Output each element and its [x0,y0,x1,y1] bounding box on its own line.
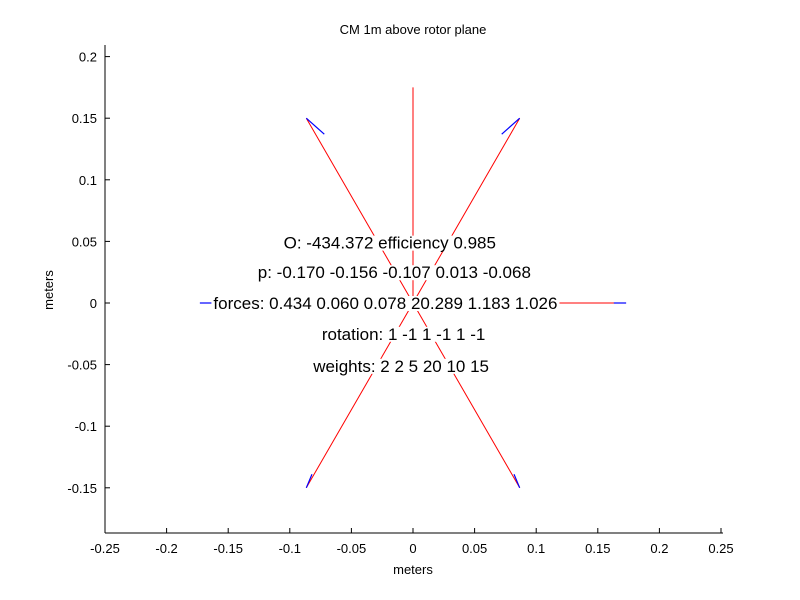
x-tick-label: -0.25 [90,541,120,556]
y-tick-label: -0.1 [75,419,97,434]
x-tick-label: 0.15 [585,541,610,556]
annotation-background [255,265,533,281]
y-tick-label: 0.05 [72,234,97,249]
annotation-text: rotation: 1 -1 1 -1 1 -1 [322,325,485,344]
x-tick-label: 0.2 [650,541,668,556]
annotation-text: O: -434.372 efficiency 0.985 [284,234,496,253]
y-tick-label: 0.1 [79,173,97,188]
plot-area: O: -434.372 efficiency 0.985 p: -0.170 -0… [199,87,627,489]
rotor-mark [513,474,521,489]
y-tick-label: 0 [90,296,97,311]
rotor-mark [305,474,313,489]
annotation-background [281,235,498,251]
axes: -0.25 -0.2 -0.15 -0.1 -0.05 0 0.05 0.1 0.15 0.2 0.… [67,45,734,556]
rotor-mark [501,117,521,135]
y-axis-title: meters [41,270,56,310]
plot-title: CM 1m above rotor plane [340,22,487,37]
annotation-text: forces: 0.434 0.060 0.078 20.289 1.183 1… [213,294,557,313]
rotor-mark [305,117,325,135]
x-tick-label: -0.1 [279,541,301,556]
x-tick-label: -0.2 [155,541,177,556]
annotation-background [211,296,560,311]
x-tick-label: -0.05 [337,541,367,556]
annotation-background [319,326,488,342]
x-tick-label: 0.05 [462,541,487,556]
annotation-text: weights: 2 2 5 20 10 15 [312,357,489,376]
x-tick-label: 0.25 [708,541,733,556]
annotation-text: p: -0.170 -0.156 -0.107 0.013 -0.068 [258,263,531,282]
y-tick-label: -0.15 [67,481,97,496]
y-tick-label: 0.15 [72,111,97,126]
y-tick-label: -0.05 [67,358,97,373]
x-tick-label: 0 [409,541,416,556]
x-tick-label: -0.15 [213,541,243,556]
annotation-background [310,358,492,374]
y-tick-label: 0.2 [79,50,97,65]
x-tick-label: 0.1 [527,541,545,556]
x-axis-title: meters [393,562,433,577]
